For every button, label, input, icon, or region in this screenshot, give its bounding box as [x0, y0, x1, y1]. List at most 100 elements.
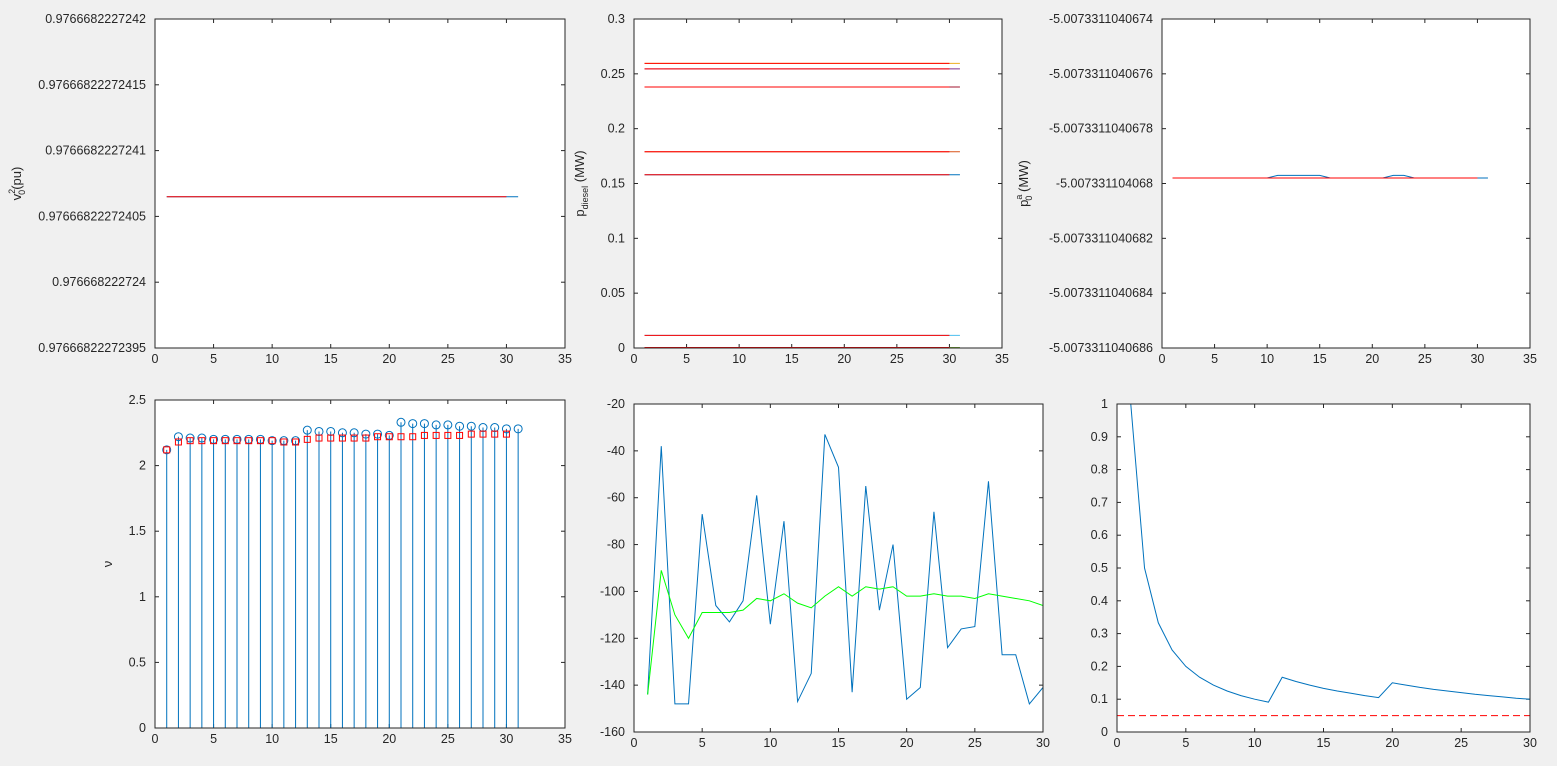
y-tick-label: 0.97666822272405: [38, 209, 146, 223]
y-axis-label: pdiesel (MW): [572, 150, 590, 216]
y-tick-label: -5.0073311040676: [1049, 67, 1153, 81]
square-marker: [456, 431, 464, 439]
y-tick-label: 0.15: [601, 177, 625, 191]
square-marker: [292, 438, 300, 446]
plot-area: [1162, 19, 1530, 348]
y-tick-label: 1.5: [129, 524, 146, 538]
plot-area: [155, 19, 565, 348]
square-marker: [303, 435, 311, 443]
y-tick-label: 0.6: [1091, 528, 1108, 542]
x-tick-label: 25: [890, 352, 904, 366]
y-tick-label: -100: [600, 584, 625, 598]
stem-marker: [419, 419, 429, 429]
chart-1: 0 5 10 15 20 25 30 35 0.97666822272395 0.97666822…: [7, 12, 572, 366]
axes-box: [633, 18, 1003, 349]
x-tick-label: 5: [210, 352, 217, 366]
x-tick-label: 15: [1317, 736, 1331, 750]
x-tick-label: 5: [1211, 352, 1218, 366]
x-tick-label: 20: [1385, 736, 1399, 750]
y-tick-label: 0.05: [601, 286, 625, 300]
plot-area: [1117, 404, 1530, 732]
axes-box: [633, 403, 1044, 733]
y-tick-label: -20: [607, 397, 625, 411]
stem-marker: [431, 420, 441, 430]
y-tick-label: 2: [139, 459, 146, 473]
y-tick-label: 0.9766682227241: [45, 144, 146, 158]
x-tick-label: 35: [995, 352, 1009, 366]
square-marker: [210, 437, 218, 445]
y-tick-label: 1: [1101, 397, 1108, 411]
chart-4: 0 5 10 15 20 25 30 35 0 0.5 1 1.5 2 2.5 ν: [100, 393, 572, 746]
x-tick-label: 15: [324, 352, 338, 366]
y-tick-label: 0.9766682227242: [45, 12, 146, 26]
square-marker: [186, 437, 194, 445]
axes-box: [154, 399, 566, 729]
stem-marker: [173, 432, 183, 442]
y-tick-label: 0.7: [1091, 495, 1108, 509]
square-marker: [444, 431, 452, 439]
chart-2: 0 5 10 15 20 25 30 35 0 0.05 0.1 0.15 0.2 0.25 0.3 pdie…: [572, 12, 1009, 366]
data-layer: [1117, 404, 1530, 717]
stem-marker: [408, 419, 418, 429]
square-marker: [315, 434, 323, 442]
square-marker: [409, 433, 417, 441]
y-axis-label: v20(pu): [7, 167, 27, 201]
x-tick-label: 15: [1313, 352, 1327, 366]
x-tick-label: 35: [558, 732, 572, 746]
x-tick-label: 10: [1248, 736, 1262, 750]
stem-marker: [466, 421, 476, 431]
data-layer: [1172, 174, 1488, 179]
y-tick-label: -5.0073311040682: [1049, 231, 1153, 245]
y-tick-label: 0.97666822272415: [38, 78, 146, 92]
y-tick-label: 0.8: [1091, 463, 1108, 477]
square-marker: [374, 433, 382, 441]
y-tick-label: -5.0073311040678: [1049, 122, 1153, 136]
square-marker: [256, 437, 264, 445]
y-tick-label: 0.1: [1091, 692, 1108, 706]
y-tick-label: 1: [139, 590, 146, 604]
square-marker: [502, 430, 510, 438]
x-tick-label: 5: [683, 352, 690, 366]
square-marker: [467, 430, 475, 438]
x-tick-label: 0: [1114, 736, 1121, 750]
x-tick-label: 35: [558, 352, 572, 366]
y-tick-label: 2.5: [129, 393, 146, 407]
y-tick-label: -160: [600, 725, 625, 739]
data-layer: [644, 62, 960, 348]
square-marker: [432, 431, 440, 439]
x-tick-label: 30: [499, 352, 513, 366]
x-tick-label: 35: [1523, 352, 1537, 366]
x-tick-label: 0: [152, 352, 159, 366]
x-tick-label: 15: [785, 352, 799, 366]
y-tick-label: 0.3: [608, 12, 625, 26]
x-tick-label: 15: [324, 732, 338, 746]
plot-area: [634, 19, 1002, 348]
y-tick-label: -120: [600, 631, 625, 645]
x-tick-label: 20: [837, 352, 851, 366]
x-tick-label: 20: [382, 352, 396, 366]
stem-marker: [267, 436, 277, 446]
stem-marker: [373, 429, 383, 439]
plot-area: [155, 400, 565, 728]
square-marker: [245, 437, 253, 445]
square-marker: [350, 434, 358, 442]
plot-area: [634, 404, 1043, 732]
stem-marker: [302, 425, 312, 435]
x-tick-label: 25: [441, 352, 455, 366]
x-tick-label: 10: [265, 732, 279, 746]
square-marker: [338, 434, 346, 442]
y-tick-label: -140: [600, 678, 625, 692]
stem-marker: [162, 445, 172, 455]
x-tick-label: 0: [631, 736, 638, 750]
y-tick-label: -5.0073311040684: [1049, 286, 1153, 300]
y-axis-label: pa0 (MW): [1014, 160, 1034, 207]
x-tick-label: 0: [631, 352, 638, 366]
y-tick-label: 0: [1101, 725, 1108, 739]
stem-marker: [396, 417, 406, 427]
y-axis-label: ν: [100, 561, 115, 568]
square-marker: [268, 437, 276, 445]
chart-3: 0 5 10 15 20 25 30 35 -5.0073311040686 -5.0073311…: [1014, 12, 1537, 366]
data-layer: [647, 434, 1043, 705]
y-tick-label: 0.5: [1091, 561, 1108, 575]
